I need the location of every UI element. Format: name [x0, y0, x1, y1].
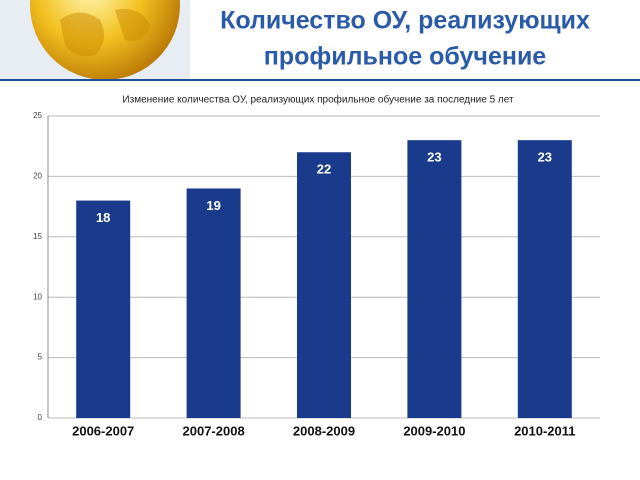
data-label: 22 — [317, 162, 331, 177]
y-tick-label: 5 — [38, 353, 43, 362]
y-tick-label: 15 — [33, 232, 42, 241]
data-label: 18 — [96, 210, 110, 225]
y-tick-label: 10 — [33, 292, 42, 301]
bar — [186, 188, 241, 418]
bar — [517, 140, 572, 418]
y-tick-label: 0 — [38, 413, 43, 422]
y-tick-label: 25 — [33, 111, 42, 120]
x-tick-label: 2008-2009 — [293, 423, 355, 438]
x-tick-label: 2007-2008 — [183, 423, 245, 438]
data-label: 23 — [538, 150, 552, 165]
y-tick-label: 20 — [33, 172, 42, 181]
x-tick-label: 2010-2011 — [514, 423, 575, 438]
globe-logo — [0, 0, 190, 80]
x-tick-label: 2006-2007 — [72, 423, 134, 438]
slide-title: профильное обучение — [264, 43, 547, 71]
chart-title: Изменение количества ОУ, реализующих про… — [122, 94, 514, 106]
data-label: 23 — [427, 150, 441, 165]
slide-title: Количество ОУ, реализующих — [220, 7, 590, 35]
x-tick-label: 2009-2010 — [403, 423, 465, 438]
bar — [76, 200, 131, 418]
bar — [407, 140, 462, 418]
data-label: 19 — [206, 198, 220, 213]
bar — [297, 152, 351, 419]
